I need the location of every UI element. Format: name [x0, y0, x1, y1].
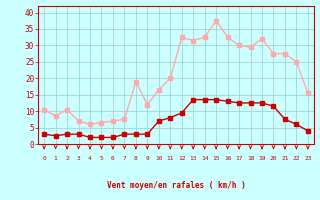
X-axis label: Vent moyen/en rafales ( km/h ): Vent moyen/en rafales ( km/h ) — [107, 181, 245, 190]
